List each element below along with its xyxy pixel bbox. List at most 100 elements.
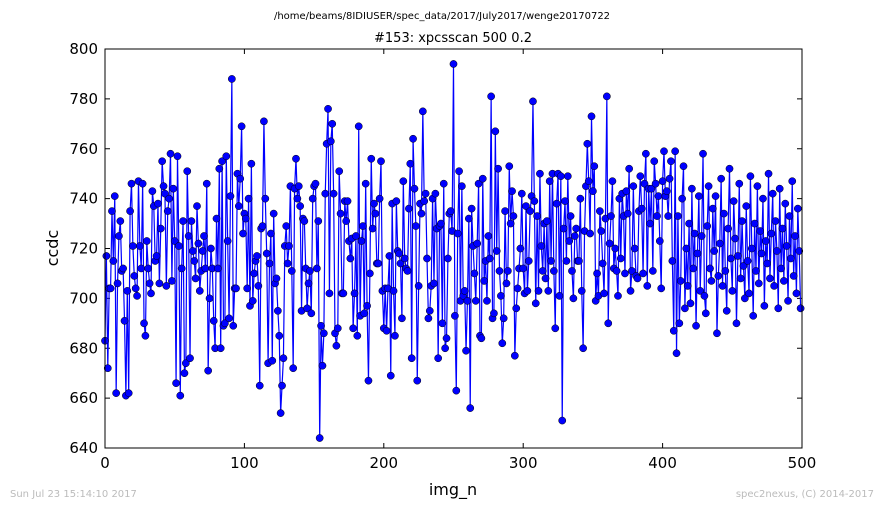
y-tick-label: 740 [69,190,98,208]
data-point [646,219,654,228]
data-point [228,75,236,83]
data-point [600,289,608,298]
data-point [209,316,218,325]
data-point [538,267,547,275]
data-point [471,297,480,305]
data-point [559,224,568,233]
data-point [179,217,187,225]
data-point [332,341,341,350]
data-point [278,381,286,390]
data-point [562,257,571,265]
data-point [586,229,594,238]
data-point [127,179,136,188]
x-tick-label: 500 [788,454,817,472]
data-point [614,292,622,300]
data-point [453,229,462,238]
data-point [126,207,134,215]
data-point [788,177,797,186]
y-axis-label: ccdc [43,230,62,267]
data-point [501,207,509,215]
data-point [727,254,735,263]
data-point [158,157,167,166]
data-point [545,177,554,186]
data-point [714,272,723,280]
data-point [575,257,583,265]
data-point [689,264,698,273]
data-point [710,247,719,255]
data-point [145,279,154,288]
data-point [589,187,597,195]
data-point [265,259,274,268]
x-tick-label: 0 [100,454,110,472]
data-point [200,232,208,240]
data-point [165,194,173,203]
data-point [530,197,539,205]
data-point [403,267,412,275]
data-point [487,92,495,101]
data-point [425,306,434,315]
x-tick-label: 200 [369,454,398,472]
data-point [406,159,415,168]
data-point [683,282,692,290]
data-point [229,321,238,330]
data-point [102,252,111,260]
data-point [357,237,366,245]
data-point [490,309,498,318]
data-point [375,194,384,203]
data-point [761,237,770,245]
data-point [637,204,646,213]
data-point [636,172,645,181]
data-point [186,354,194,363]
data-point [746,172,755,181]
data-point [202,179,211,188]
data-point [287,267,296,275]
data-point [335,167,344,176]
data-point [561,197,569,205]
data-point [237,122,246,131]
data-point [446,207,455,215]
data-point [267,229,275,238]
data-point [795,247,804,255]
data-point [757,249,766,258]
data-point [745,289,753,298]
data-point [138,179,147,188]
data-point [621,269,629,278]
data-point [191,274,200,283]
y-tick-label: 700 [69,289,98,307]
data-point [612,267,621,275]
data-point [112,389,121,397]
data-point [750,219,759,228]
data-point [690,229,699,238]
data-point [699,149,707,158]
data-point [682,244,691,253]
data-point [734,252,742,260]
data-point [124,389,133,397]
data-point [717,174,725,183]
data-point [352,232,360,240]
data-point [791,232,799,240]
data-point [579,344,587,353]
data-point [382,326,391,335]
data-point [701,309,710,318]
data-point [706,264,714,273]
data-point [678,194,686,203]
data-point [193,202,201,210]
data-point [152,252,161,260]
data-point [371,209,380,218]
data-point [405,204,413,213]
data-point [222,152,231,161]
data-point [483,297,491,305]
data-point [253,252,261,260]
data-point [129,242,137,250]
data-point [686,299,695,308]
data-point [414,282,423,290]
data-point [707,277,716,285]
data-point [113,279,122,288]
data-point [119,264,127,273]
data-point [156,224,165,233]
data-point [506,219,515,228]
data-point [524,257,533,265]
data-point [321,189,330,198]
data-point [674,212,682,220]
data-point [541,274,550,283]
